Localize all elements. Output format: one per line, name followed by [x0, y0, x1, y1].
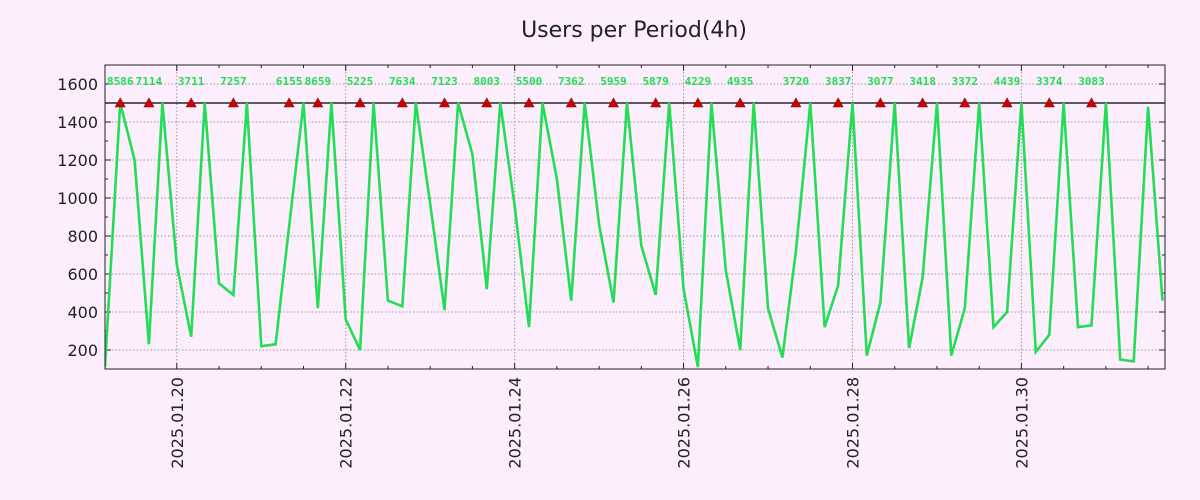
- peak-marker: [227, 97, 239, 108]
- peak-label: 5959: [600, 75, 627, 88]
- chart-title: Users per Period(4h): [521, 18, 747, 43]
- y-tick-label: 1400: [57, 113, 98, 132]
- peak-label: 3837: [825, 75, 852, 88]
- peak-label: 5879: [642, 75, 669, 88]
- series-layer: [105, 102, 1164, 368]
- peak-marker: [650, 97, 662, 108]
- peak-label: 5225: [347, 75, 374, 88]
- peak-marker: [832, 97, 844, 108]
- peak-label: 3083: [1078, 75, 1105, 88]
- peak-label: 7114: [136, 75, 163, 88]
- peak-label: 4439: [994, 75, 1021, 88]
- peak-label: 8003: [474, 75, 501, 88]
- peak-label: 7362: [558, 75, 585, 88]
- x-tick-label: 2025.01.30: [1012, 377, 1031, 469]
- x-tick-label: 2025.01.24: [506, 377, 525, 469]
- peak-label: 4229: [685, 75, 712, 88]
- peak-marker: [1043, 97, 1055, 108]
- peak-marker: [354, 97, 366, 108]
- peak-marker: [692, 97, 704, 108]
- peak-label: 3374: [1036, 75, 1063, 88]
- peak-marker: [396, 97, 408, 108]
- axes: 200 400 600 800 1000 1200 1400 1600 2025.01.20 20…: [57, 65, 1165, 469]
- y-tick-label: 1200: [57, 151, 98, 170]
- peak-marker: [185, 97, 197, 108]
- peak-marker: [565, 97, 577, 108]
- peak-label: 3711: [178, 75, 205, 88]
- peak-marker: [523, 97, 535, 108]
- peak-marker: [1086, 97, 1098, 108]
- x-tick-label: 2025.01.22: [337, 377, 356, 469]
- peak-label: 3077: [867, 75, 894, 88]
- peak-marker: [1001, 97, 1013, 108]
- y-tick-label: 1000: [57, 189, 98, 208]
- y-tick-label: 1600: [57, 75, 98, 94]
- x-tick-label: 2025.01.26: [675, 377, 694, 469]
- peak-marker: [734, 97, 746, 108]
- peak-label: 7634: [389, 75, 416, 88]
- peak-marker: [439, 97, 451, 108]
- x-tick-label: 2025.01.28: [843, 377, 862, 469]
- peak-label: 3372: [952, 75, 979, 88]
- plot-frame: [104, 64, 1166, 370]
- peak-marker: [790, 97, 802, 108]
- peak-label: 7257: [220, 75, 247, 88]
- peak-marker: [114, 97, 126, 108]
- x-tick-label: 2025.01.20: [168, 377, 187, 469]
- peak-label: 6155: [276, 75, 303, 88]
- peak-marker: [481, 97, 493, 108]
- peak-label: 7123: [431, 75, 458, 88]
- peak-marker: [874, 97, 886, 108]
- y-tick-label: 600: [67, 265, 98, 284]
- peak-marker-layer: [114, 97, 1098, 108]
- peak-marker: [143, 97, 155, 108]
- peak-marker: [917, 97, 929, 108]
- peak-label: 5500: [516, 75, 543, 88]
- peak-marker: [607, 97, 619, 108]
- peak-label-layer: 8586 7114 3711 7257 6155 8659 5225 7634 7123 8003…: [107, 75, 1105, 88]
- peak-label: 3720: [783, 75, 810, 88]
- y-tick-label: 200: [67, 341, 98, 360]
- peak-marker: [283, 97, 295, 108]
- y-tick-label: 400: [67, 303, 98, 322]
- peak-marker: [959, 97, 971, 108]
- peak-label: 8659: [305, 75, 332, 88]
- y-tick-label: 800: [67, 227, 98, 246]
- peak-label: 4935: [727, 75, 754, 88]
- peak-label: 3418: [909, 75, 936, 88]
- grid: [105, 65, 1165, 369]
- peak-marker: [312, 97, 324, 108]
- series-line: [105, 102, 1164, 368]
- peak-label: 8586: [107, 75, 134, 88]
